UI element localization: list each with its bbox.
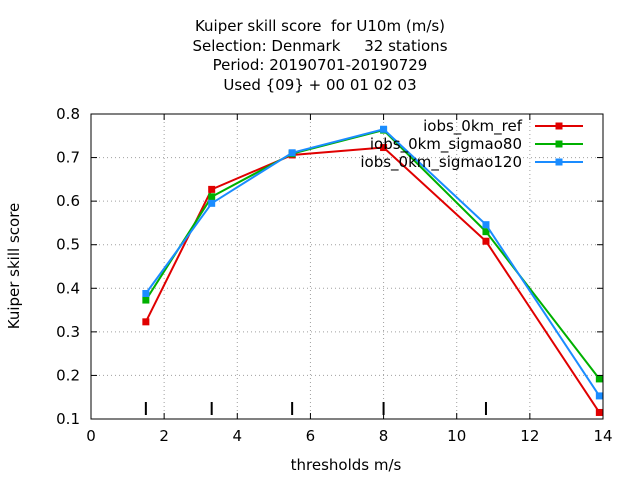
chart-title-line-2: Selection: Denmark 32 stations (192, 37, 448, 55)
y-axis-label: Kuiper skill score (5, 202, 23, 330)
data-point (288, 149, 296, 157)
data-point (380, 144, 388, 152)
data-point (142, 290, 150, 298)
data-point (208, 185, 216, 193)
data-point (482, 237, 490, 245)
data-point (595, 392, 603, 400)
data-point (595, 408, 603, 416)
axis-ticks: 0 2 4 6 8 10 12 14 0.1 0.2 0.3 0.4 0.5 0.6 0.7 0.8 (56, 105, 612, 445)
x-tick-label: 0 (86, 427, 96, 445)
data-point (482, 221, 490, 229)
x-tick-label: 12 (520, 427, 539, 445)
data-point (208, 199, 216, 207)
data-point (142, 296, 150, 304)
x-tick-label: 10 (447, 427, 466, 445)
y-tick-label: 0.7 (56, 149, 80, 167)
series-line (145, 128, 601, 397)
y-tick-label: 0.5 (56, 236, 80, 254)
x-tick-label: 14 (593, 427, 612, 445)
chart-title-line-4: Used {09} + 00 01 02 03 (223, 76, 417, 94)
chart-title-line-3: Period: 20190701-20190729 (212, 56, 428, 74)
plot-frame (90, 113, 604, 420)
legend-marker (555, 122, 563, 130)
y-tick-label: 0.2 (56, 366, 80, 384)
x-tick-label: 4 (233, 427, 243, 445)
data-point (482, 228, 490, 236)
legend-label: iobs_0km_sigmao120 (360, 153, 522, 172)
x-tick-label: 6 (306, 427, 316, 445)
data-point (208, 193, 216, 201)
series-lines (142, 125, 603, 416)
legend: iobs_0km_refiobs_0km_sigmao80iobs_0km_si… (360, 117, 583, 172)
data-point (595, 375, 603, 383)
series-line (144, 146, 601, 414)
x-axis-label: thresholds m/s (290, 456, 402, 474)
data-point (142, 318, 150, 326)
x-tick-label: 8 (379, 427, 389, 445)
y-tick-label: 0.8 (56, 105, 80, 123)
legend-marker (555, 140, 563, 148)
x-tick-label: 2 (159, 427, 169, 445)
y-tick-label: 0.4 (56, 279, 80, 297)
legend-marker (555, 158, 563, 166)
legend-label: iobs_0km_sigmao80 (370, 135, 522, 154)
y-tick-label: 0.6 (56, 192, 80, 210)
threshold-marks (144, 402, 487, 415)
legend-label: iobs_0km_ref (423, 117, 523, 136)
grid (91, 114, 603, 419)
data-point (380, 125, 388, 133)
y-tick-label: 0.1 (56, 410, 80, 428)
chart-title-line-1: Kuiper skill score for U10m (m/s) (194, 17, 446, 35)
y-tick-label: 0.3 (56, 323, 80, 341)
